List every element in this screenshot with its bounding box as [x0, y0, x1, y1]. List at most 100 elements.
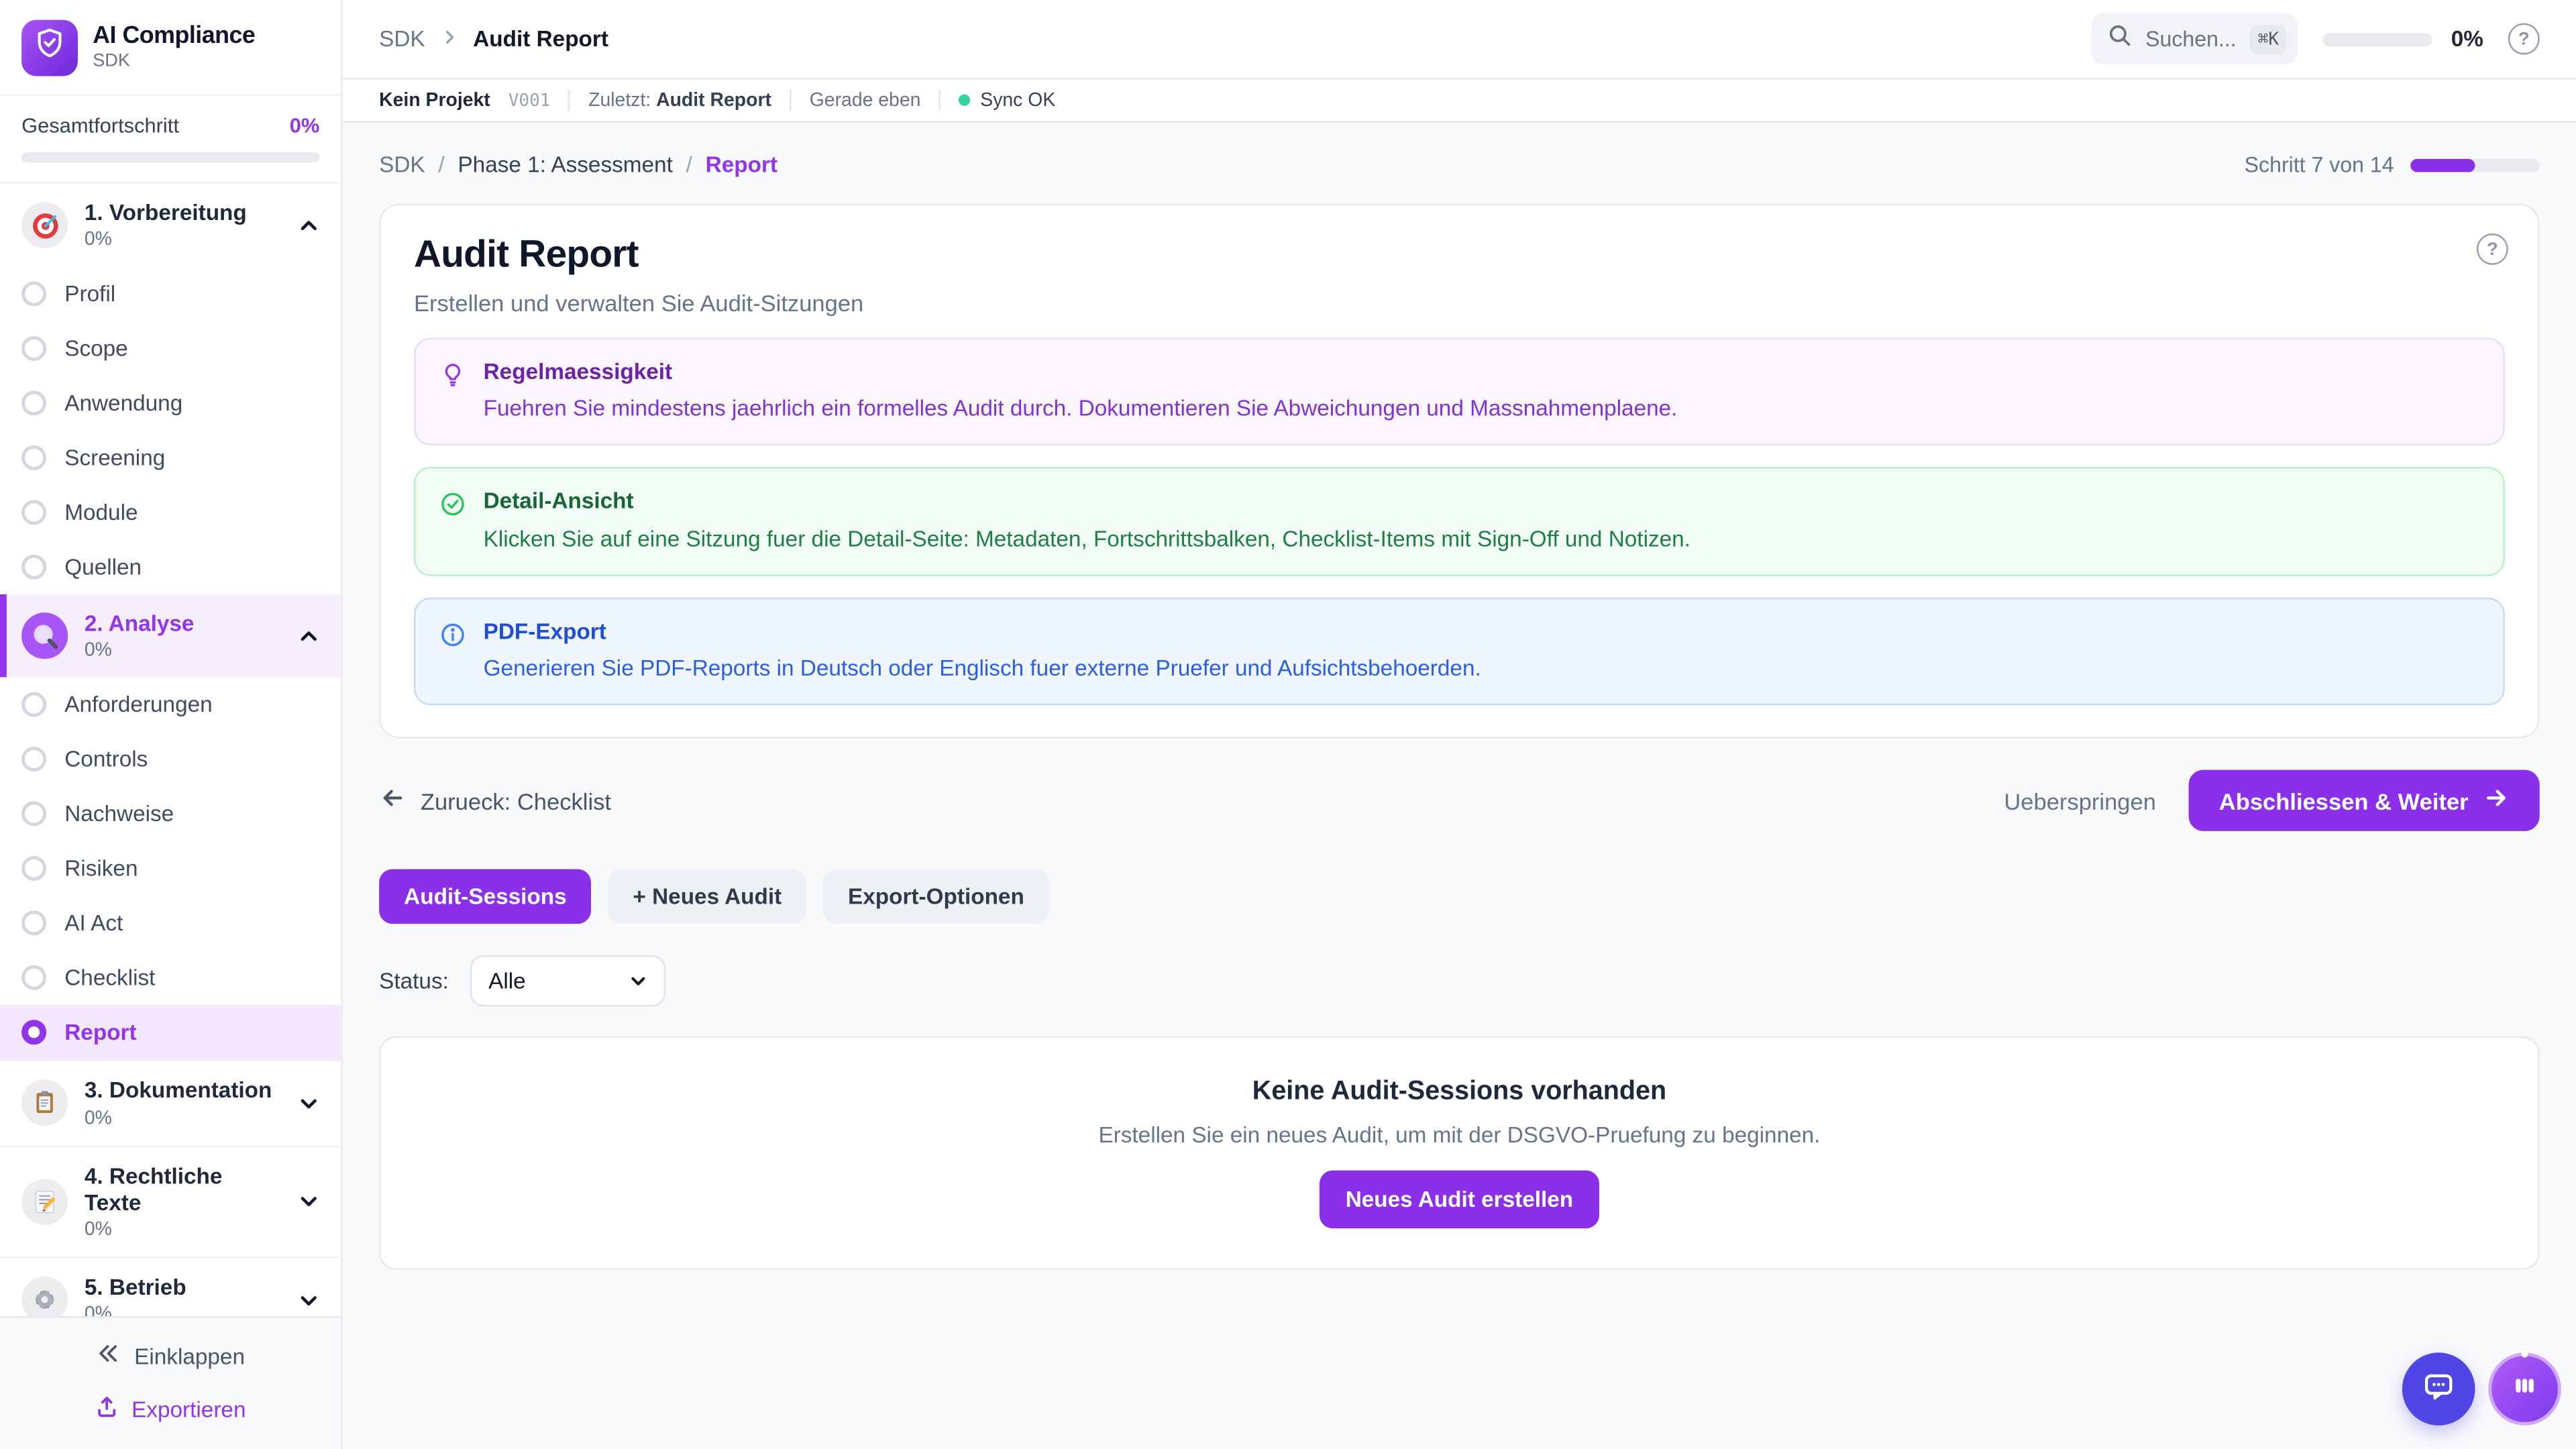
topbar: SDK Audit Report Suchen... ⌘K 0% — [342, 0, 2576, 80]
back-button[interactable]: Zurueck: Checklist — [379, 785, 611, 816]
sidebar-section-vorbereitung[interactable]: 1. Vorbereitung 0% — [0, 184, 341, 267]
tab-audit-sessions[interactable]: Audit-Sessions — [379, 869, 592, 924]
tab-neues-audit[interactable]: + Neues Audit — [608, 869, 807, 924]
radio-icon — [21, 911, 47, 936]
sidebar-item-checklist[interactable]: Checklist — [0, 951, 341, 1006]
sidebar-section-dokumentation[interactable]: 3. Dokumentation 0% — [0, 1060, 341, 1144]
double-chevron-left-icon — [96, 1341, 121, 1371]
radio-selected-icon — [21, 1020, 47, 1046]
divider — [938, 89, 941, 111]
info-box-text: Generieren Sie PDF-Reports in Deutsch od… — [483, 655, 1481, 681]
topbar-progress-bar — [2323, 32, 2433, 46]
chevron-up-icon[interactable] — [298, 625, 319, 647]
breadcrumb-root[interactable]: SDK — [379, 26, 425, 52]
sidebar-item-scope[interactable]: Scope — [0, 321, 341, 376]
sidebar-item-label: Nachweise — [64, 802, 174, 827]
page-breadcrumb-phase[interactable]: Phase 1: Assessment — [458, 152, 673, 178]
chevron-down-icon[interactable] — [298, 1289, 319, 1310]
radio-icon — [21, 390, 47, 416]
sidebar-item-ai-act[interactable]: AI Act — [0, 896, 341, 951]
radio-icon — [21, 692, 47, 718]
section-progress: 0% — [84, 230, 112, 251]
breadcrumb-current: Audit Report — [473, 26, 608, 52]
info-box-text: Klicken Sie auf eine Sitzung fuer die De… — [483, 525, 1690, 551]
status-filter-select[interactable]: Alle — [470, 955, 666, 1008]
create-audit-button[interactable]: Neues Audit erstellen — [1319, 1171, 1600, 1229]
complete-continue-button[interactable]: Abschliessen & Weiter — [2189, 770, 2540, 832]
sidebar-item-risiken[interactable]: Risiken — [0, 842, 341, 896]
sidebar-item-label: AI Act — [64, 911, 123, 936]
sidebar-item-screening[interactable]: Screening — [0, 431, 341, 485]
chat-fab-button[interactable] — [2402, 1352, 2475, 1426]
radio-icon — [21, 856, 47, 881]
breadcrumb-separator: / — [438, 152, 445, 178]
lightbulb-icon — [439, 361, 467, 389]
sidebar-nav: 1. Vorbereitung 0% Profil Scope Anwendun… — [0, 184, 341, 1316]
page-content: SDK / Phase 1: Assessment / Report Schri… — [343, 123, 2576, 1449]
sidebar-section-rechtliche-texte[interactable]: 4. Rechtliche Texte 0% — [0, 1144, 341, 1256]
info-box-title: Regelmaessigkeit — [483, 359, 673, 384]
radio-icon — [21, 555, 47, 580]
sync-status-label: Sync OK — [980, 90, 1056, 111]
sidebar-item-quellen[interactable]: Quellen — [0, 540, 341, 594]
export-label: Exportieren — [131, 1396, 246, 1421]
breadcrumb-separator: / — [686, 152, 692, 178]
section-label: 3. Dokumentation — [84, 1078, 272, 1104]
page-breadcrumb: SDK / Phase 1: Assessment / Report — [379, 152, 777, 177]
export-button[interactable]: Exportieren — [95, 1394, 246, 1424]
sidebar-item-anwendung[interactable]: Anwendung — [0, 376, 341, 431]
info-box-text: Fuehren Sie mindestens jaehrlich ein for… — [483, 396, 1678, 421]
section-label: 4. Rechtliche Texte — [84, 1163, 223, 1215]
info-box-pdf-export: PDF-Export Generieren Sie PDF-Reports in… — [413, 597, 2505, 706]
section-progress: 0% — [84, 1220, 112, 1240]
overall-progress: Gesamtfortschritt 0% — [0, 96, 341, 184]
sidebar-item-module[interactable]: Module — [0, 486, 341, 540]
empty-state-panel: Keine Audit-Sessions vorhanden Erstellen… — [379, 1036, 2540, 1271]
sidebar-section-betrieb[interactable]: 5. Betrieb 0% — [0, 1256, 341, 1316]
search-input[interactable]: Suchen... ⌘K — [2090, 13, 2299, 65]
sidebar-item-nachweise[interactable]: Nachweise — [0, 787, 341, 841]
page-title: Audit Report — [413, 231, 639, 275]
status-bar: Kein Projekt V001 Zuletzt: Audit Report … — [342, 79, 2576, 123]
gear-icon — [21, 1276, 68, 1316]
radio-icon — [21, 747, 47, 772]
status-filter-label: Status: — [379, 969, 449, 994]
sidebar: AI Compliance SDK Gesamtfortschritt 0% 1… — [0, 0, 343, 1449]
tab-export-optionen[interactable]: Export-Optionen — [822, 869, 1049, 924]
help-icon[interactable] — [2508, 23, 2540, 55]
app-subtitle: SDK — [93, 52, 131, 72]
radio-icon — [21, 445, 47, 471]
arrow-right-icon — [2483, 785, 2510, 816]
sync-status: Sync OK — [959, 90, 1056, 111]
card-help-icon[interactable] — [2476, 233, 2508, 265]
sidebar-item-profil[interactable]: Profil — [0, 267, 341, 321]
board-fab-button[interactable] — [2488, 1352, 2561, 1426]
topbar-progress-value: 0% — [2451, 26, 2483, 52]
sidebar-item-label: Controls — [64, 747, 148, 772]
chevron-down-icon[interactable] — [298, 1191, 319, 1212]
skip-button[interactable]: Ueberspringen — [2004, 788, 2156, 814]
info-box-regelmaessigkeit: Regelmaessigkeit Fuehren Sie mindestens … — [413, 337, 2505, 446]
magnifier-icon — [21, 612, 68, 659]
columns-icon — [2508, 1368, 2541, 1410]
sidebar-section-analyse[interactable]: 2. Analyse 0% — [0, 594, 341, 678]
search-placeholder: Suchen... — [2145, 26, 2237, 52]
app-logo — [21, 19, 78, 76]
divider — [568, 89, 570, 111]
last-visited-value: Audit Report — [656, 90, 771, 111]
chevron-down-icon — [629, 972, 647, 990]
target-icon — [21, 202, 68, 249]
overall-progress-value: 0% — [289, 114, 320, 138]
sidebar-footer: Einklappen Exportieren — [0, 1316, 341, 1449]
audit-report-card: Audit Report Erstellen und verwalten Sie… — [379, 203, 2540, 739]
last-saved-time: Gerade eben — [809, 90, 921, 111]
search-icon — [2107, 22, 2132, 55]
chevron-up-icon[interactable] — [298, 215, 319, 236]
page-breadcrumb-root[interactable]: SDK — [379, 152, 425, 178]
sidebar-item-anforderungen[interactable]: Anforderungen — [0, 678, 341, 732]
collapse-sidebar-button[interactable]: Einklappen — [96, 1341, 245, 1371]
sidebar-item-report[interactable]: Report — [0, 1005, 341, 1061]
chevron-down-icon[interactable] — [298, 1093, 319, 1114]
sidebar-item-controls[interactable]: Controls — [0, 733, 341, 787]
